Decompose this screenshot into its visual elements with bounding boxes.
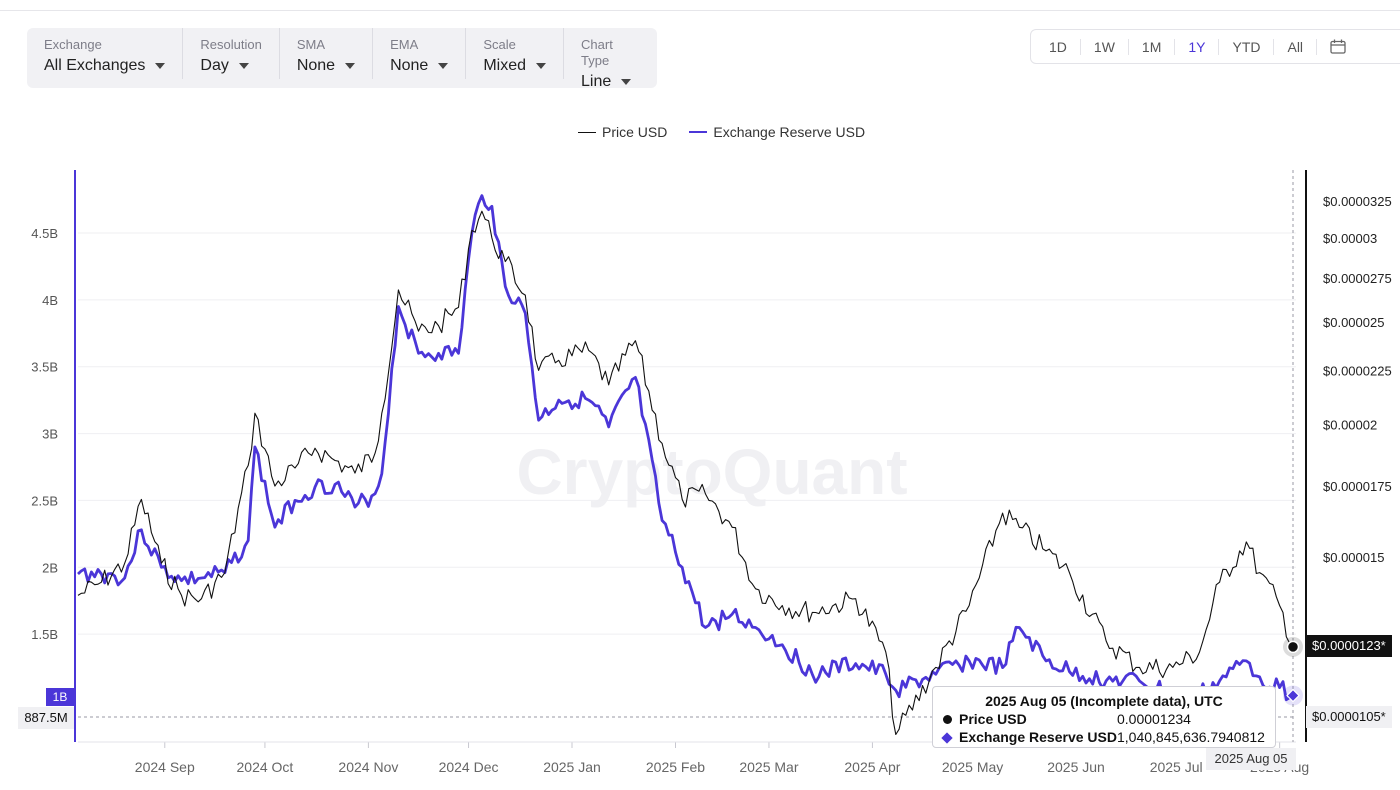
legend-swatch-reserve — [689, 131, 708, 133]
control-label: EMA — [390, 37, 419, 52]
data-tooltip: 2025 Aug 05 (Incomplete data), UTC Price… — [932, 686, 1276, 748]
control-value[interactable]: Line — [581, 73, 640, 91]
control-sma[interactable]: SMA None — [280, 28, 374, 79]
left-tick-label: 3B — [42, 427, 58, 442]
control-exchange[interactable]: Exchange All Exchanges — [27, 28, 184, 79]
tooltip-reserve-value: 1,040,845,636.7940812 — [1117, 729, 1265, 745]
left-axis-ticks: 1.5B 2B 2.5B 3B 3.5B 4B 4.5B — [31, 226, 58, 642]
tooltip-title: 2025 Aug 05 (Incomplete data), UTC — [985, 693, 1223, 709]
top-divider — [0, 10, 1400, 11]
chevron-down-icon[interactable] — [536, 63, 547, 69]
x-axis-ticks: 2024 Sep 2024 Oct 2024 Nov 2024 Dec 2025 Jan… — [135, 742, 1309, 775]
x-tick-label: 2025 Jan — [543, 759, 601, 775]
series-line-exchange-reserve[interactable] — [77, 194, 1294, 702]
x-tick-label: 2025 Jul — [1150, 759, 1203, 775]
left-tick-label: 2.5B — [31, 493, 58, 508]
range-1d[interactable]: 1D — [1031, 38, 1081, 55]
control-label: Resolution — [200, 37, 262, 52]
tooltip-price-value: 0.00001234 — [1117, 711, 1191, 727]
right-tick-label: $0.000015 — [1323, 550, 1384, 565]
chevron-down-icon[interactable] — [155, 63, 166, 69]
calendar-icon[interactable] — [1330, 39, 1346, 54]
chevron-down-icon[interactable] — [345, 63, 356, 69]
time-range-selector: 1D 1W 1M 1Y YTD All — [1030, 29, 1400, 64]
x-tick-label: 2024 Sep — [135, 759, 195, 775]
control-resolution[interactable]: Resolution Day — [183, 28, 280, 79]
chevron-down-icon[interactable] — [238, 63, 249, 69]
control-value[interactable]: Mixed — [483, 57, 547, 75]
x-tick-label: 2024 Dec — [439, 759, 499, 775]
control-label: SMA — [296, 37, 325, 52]
x-tick-label: 2025 Jun — [1047, 759, 1105, 775]
range-all[interactable]: All — [1274, 38, 1318, 55]
tooltip-row-reserve: Exchange Reserve USD 1,040,845,636.79408… — [941, 728, 1265, 746]
legend-item-price[interactable]: Price USD — [578, 124, 667, 140]
control-value[interactable]: None — [297, 57, 356, 75]
chevron-down-icon[interactable] — [438, 63, 449, 69]
price-dot-icon — [943, 715, 952, 724]
right-tick-label: $0.0000225 — [1323, 363, 1392, 378]
reserve-diamond-icon — [941, 732, 953, 744]
crosshair-date-badge: 2025 Aug 05 — [1206, 748, 1296, 770]
hover-markers — [1283, 636, 1303, 706]
control-scale[interactable]: Scale Mixed — [466, 28, 565, 79]
right-tick-label: $0.0000325 — [1323, 194, 1392, 209]
reserve-hover-marker — [1286, 688, 1300, 703]
right-tick-label: $0.000025 — [1323, 315, 1384, 330]
gridlines — [78, 232, 1296, 635]
tooltip-price-name: Price USD — [959, 711, 1027, 727]
control-label: Exchange — [44, 37, 102, 52]
range-1m[interactable]: 1M — [1129, 38, 1176, 55]
price-hover-marker — [1286, 640, 1300, 654]
x-tick-label: 2024 Oct — [237, 759, 294, 775]
control-value[interactable]: Day — [200, 57, 261, 75]
control-label: Chart Type — [581, 37, 613, 68]
range-1y[interactable]: 1Y — [1175, 38, 1220, 55]
x-tick-label: 2025 May — [942, 759, 1003, 775]
x-tick-label: 2025 Mar — [739, 759, 798, 775]
series-lines — [77, 194, 1294, 736]
x-tick-label: 2025 Apr — [844, 759, 900, 775]
series-line-price[interactable] — [77, 210, 1294, 736]
tooltip-reserve-name: Exchange Reserve USD — [959, 729, 1117, 745]
left-tick-label: 2B — [42, 560, 58, 575]
crosshair-price-badge: $0.0000123* — [1306, 635, 1392, 657]
tooltip-row-price: Price USD 0.00001234 — [943, 710, 1265, 728]
legend-label-price: Price USD — [602, 124, 668, 140]
chevron-down-icon[interactable] — [621, 79, 632, 85]
range-1w[interactable]: 1W — [1081, 38, 1129, 55]
legend-label-reserve: Exchange Reserve USD — [713, 124, 866, 140]
reserve-axis-1b-badge: 1B — [46, 688, 74, 706]
chart-legend: Price USD Exchange Reserve USD — [578, 124, 887, 140]
control-value[interactable]: All Exchanges — [44, 57, 166, 75]
legend-swatch-price — [578, 131, 596, 133]
range-ytd[interactable]: YTD — [1219, 38, 1275, 55]
right-axis-ticks: $0.000015 $0.0000175 $0.00002 $0.0000225 $0.… — [1323, 194, 1392, 565]
left-tick-label: 1.5B — [31, 627, 58, 642]
right-tick-label: $0.0000275 — [1323, 271, 1392, 286]
right-tick-label: $0.0000175 — [1323, 479, 1392, 494]
control-chart-type[interactable]: Chart Type Line — [564, 28, 657, 90]
control-value[interactable]: None — [390, 57, 449, 75]
crosshair-left-value: 887.5M — [18, 707, 74, 729]
left-tick-label: 4.5B — [31, 226, 58, 241]
left-tick-label: 3.5B — [31, 360, 58, 375]
left-tick-label: 4B — [42, 293, 58, 308]
chart-controls: Exchange All Exchanges Resolution Day SMA Non… — [27, 28, 657, 90]
control-ema[interactable]: EMA None — [373, 28, 467, 79]
right-tick-label: $0.00002 — [1323, 418, 1377, 433]
legend-item-reserve[interactable]: Exchange Reserve USD — [689, 124, 865, 140]
control-label: Scale — [483, 37, 516, 52]
watermark: CryptoQuant — [516, 436, 907, 508]
right-tick-label: $0.00003 — [1323, 231, 1377, 246]
x-tick-label: 2025 Feb — [646, 759, 705, 775]
crosshair-min-price-badge: $0.0000105* — [1306, 706, 1392, 728]
x-tick-label: 2024 Nov — [338, 759, 398, 775]
